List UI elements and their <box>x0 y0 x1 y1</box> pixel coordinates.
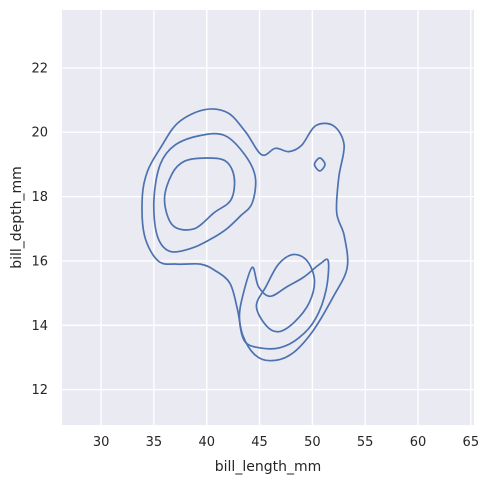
contour-upper-inner <box>163 157 236 231</box>
x-tick-label: 45 <box>251 435 268 450</box>
x-tick-label: 40 <box>198 435 215 450</box>
y-axis-label: bill_depth_mm <box>9 166 25 269</box>
x-tick-label: 65 <box>463 435 480 450</box>
y-tick-labels: 12 14 16 18 20 22 <box>31 61 48 398</box>
contour-peak <box>313 157 326 172</box>
y-tick-label: 16 <box>31 254 48 269</box>
contour-lines <box>141 108 349 362</box>
x-tick-label: 55 <box>357 435 374 450</box>
x-tick-label: 35 <box>146 435 163 450</box>
x-tick-label: 30 <box>93 435 110 450</box>
x-tick-label: 60 <box>410 435 427 450</box>
y-tick-label: 22 <box>31 61 48 76</box>
y-tick-label: 12 <box>31 383 48 398</box>
y-tick-label: 20 <box>31 126 48 141</box>
y-tick-label: 14 <box>31 319 48 334</box>
x-tick-label: 50 <box>304 435 321 450</box>
grid-lines-x <box>100 10 472 425</box>
contour-upper-mid <box>152 132 257 253</box>
x-axis-label: bill_length_mm <box>215 459 321 475</box>
y-tick-label: 18 <box>31 190 48 205</box>
x-tick-labels: 30 35 40 45 50 55 60 65 <box>93 435 479 450</box>
grid-lines-y <box>62 67 474 391</box>
contour-outer <box>141 108 349 362</box>
contour-lower-mid <box>238 258 330 350</box>
contour-lower-inner <box>255 253 316 333</box>
plot-background <box>62 10 474 425</box>
